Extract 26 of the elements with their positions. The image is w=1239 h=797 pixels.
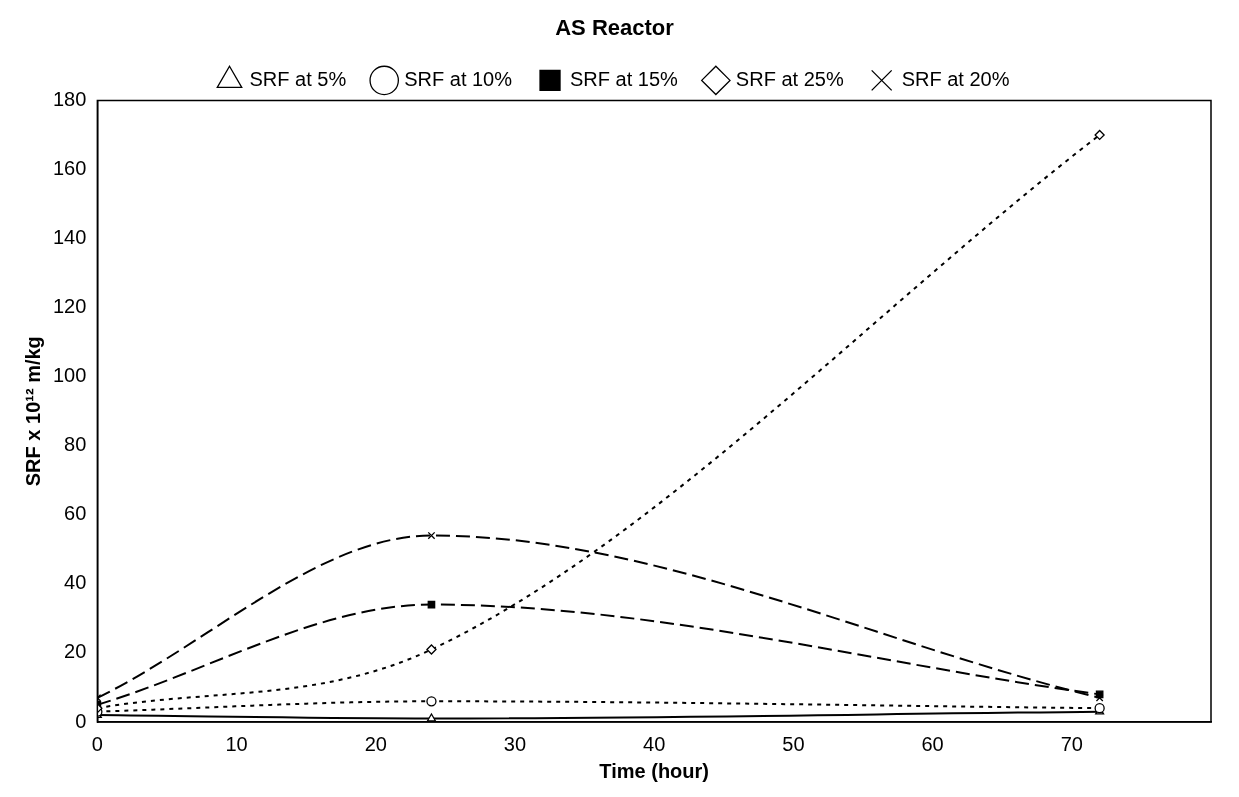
x-tick-label: 20 <box>364 732 387 755</box>
legend-label: SRF at 5% <box>249 67 347 90</box>
x-tick-label: 10 <box>225 732 248 755</box>
x-tick-label: 70 <box>1060 732 1083 755</box>
y-tick-label: 140 <box>52 226 87 249</box>
x-tick-label: 40 <box>643 732 666 755</box>
legend-label: SRF at 20% <box>901 67 1010 90</box>
y-tick-label: 80 <box>64 433 87 456</box>
chart-title: AS Reactor <box>555 15 675 41</box>
y-tick-label: 0 <box>75 709 87 732</box>
y-tick-label: 120 <box>52 295 87 318</box>
y-tick-label: 100 <box>52 364 87 387</box>
y-tick-label: 40 <box>64 571 87 594</box>
x-tick-label: 50 <box>782 732 805 755</box>
x-tick-label: 30 <box>503 732 527 755</box>
legend-label: SRF at 10% <box>404 67 513 90</box>
x-axis-title: Time (hour) <box>599 759 709 782</box>
y-tick-label: 20 <box>64 640 87 663</box>
y-tick-label: 160 <box>52 156 87 179</box>
x-tick-label: 60 <box>921 732 944 755</box>
legend-label: SRF at 15% <box>570 67 679 90</box>
legend-label: SRF at 25% <box>735 67 844 90</box>
y-tick-label: 180 <box>52 87 87 110</box>
x-tick-label: 0 <box>91 732 103 755</box>
y-tick-label: 60 <box>64 502 87 525</box>
y-axis-title: SRF x 10¹² m/kg <box>21 336 44 487</box>
